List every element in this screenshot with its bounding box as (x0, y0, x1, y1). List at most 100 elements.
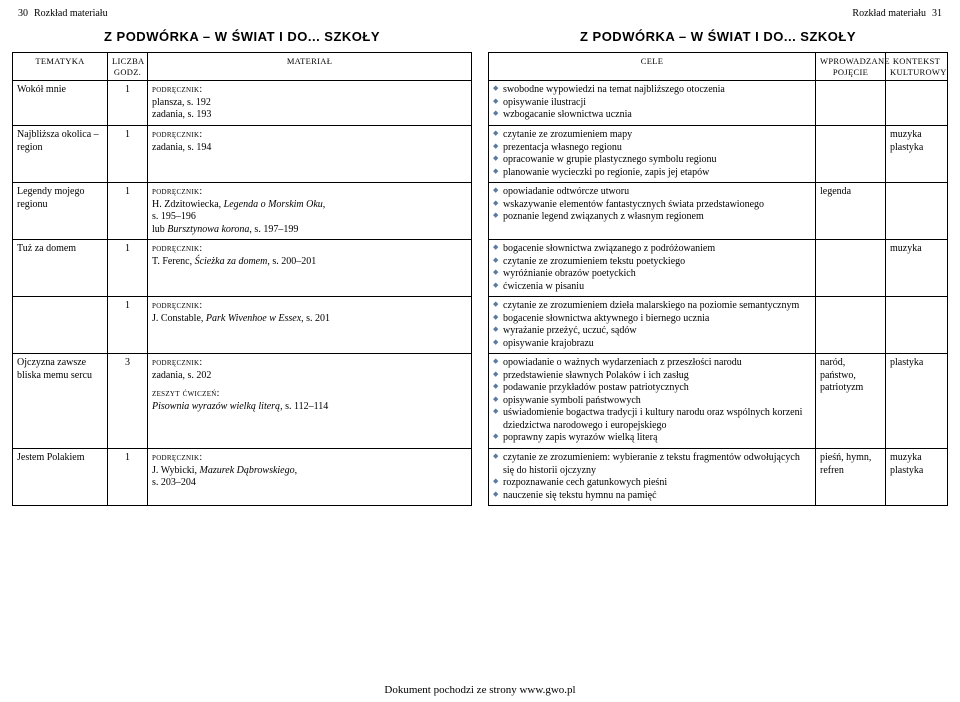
cele-item: poznanie legend związanych z własnym reg… (493, 211, 811, 224)
cele-cell: bogacenie słownictwa związanego z podróż… (489, 240, 816, 297)
pojecie-cell (816, 81, 886, 126)
podrecznik-label: podręcznik: (152, 129, 467, 142)
tematyka-cell: Najbliższa okolica – region (13, 126, 108, 183)
material-line: T. Ferenc, Ścieżka za domem, s. 200–201 (152, 256, 467, 269)
section-title-right: Z PODWÓRKA – W ŚWIAT I DO... SZKOŁY (488, 29, 948, 44)
section-title-left: Z PODWÓRKA – W ŚWIAT I DO... SZKOŁY (12, 29, 472, 44)
godz-cell: 1 (108, 183, 148, 240)
th-kontekst-bottom: KULTUROWY (890, 67, 947, 77)
right-table: CELE WPROWADZANE POJĘCIE KONTEKST KULTUR… (488, 52, 948, 506)
th-godz: LICZBA GODZ. (108, 53, 148, 81)
cele-item: prezentacja własnego regionu (493, 142, 811, 155)
cele-item: poprawny zapis wyrazów wielką literą (493, 432, 811, 445)
cele-item: opisywanie ilustracji (493, 97, 811, 110)
italic-title: Park Wivenhoe w Essex (206, 313, 301, 324)
cele-item: czytanie ze zrozumieniem: wybieranie z t… (493, 452, 811, 477)
page-number-right: 31 (932, 8, 942, 19)
th-pojecie-top: WPROWADZANE (820, 56, 890, 66)
cele-cell: czytanie ze zrozumieniem dzieła malarski… (489, 297, 816, 354)
godz-cell: 1 (108, 297, 148, 354)
th-material: MATERIAŁ (148, 53, 472, 81)
podrecznik-label: podręcznik: (152, 186, 467, 199)
table-row: czytanie ze zrozumieniem: wybieranie z t… (489, 449, 948, 506)
table-row: czytanie ze zrozumieniem mapyprezentacja… (489, 126, 948, 183)
kontekst-cell: muzyka (886, 240, 948, 297)
material-cell: podręcznik:H. Zdzitowiecka, Legenda o Mo… (148, 183, 472, 240)
table-row: opowiadanie odtwórcze utworuwskazywanie … (489, 183, 948, 240)
podrecznik-label: podręcznik: (152, 357, 467, 370)
cele-item: opowiadanie odtwórcze utworu (493, 186, 811, 199)
cele-item: opisywanie symboli państwowych (493, 395, 811, 408)
material-line: H. Zdzitowiecka, Legenda o Morskim Oku, (152, 199, 467, 212)
kontekst-cell: muzykaplastyka (886, 449, 948, 506)
material-line: plansza, s. 192 (152, 97, 467, 110)
cele-item: wskazywanie elementów fantastycznych świ… (493, 199, 811, 212)
godz-cell: 1 (108, 81, 148, 126)
running-label-right: Rozkład materiału (852, 8, 926, 19)
th-kontekst: KONTEKST KULTUROWY (886, 53, 948, 81)
tematyka-cell (13, 297, 108, 354)
cele-cell: opowiadanie o ważnych wydarzeniach z prz… (489, 354, 816, 449)
table-row: Jestem Polakiem1podręcznik:J. Wybicki, M… (13, 449, 472, 506)
cele-list: czytanie ze zrozumieniem: wybieranie z t… (493, 452, 811, 502)
th-pojecie: WPROWADZANE POJĘCIE (816, 53, 886, 81)
material-cell: podręcznik:zadania, s. 194 (148, 126, 472, 183)
cele-item: planowanie wycieczki po regionie, zapis … (493, 167, 811, 180)
podrecznik-label: podręcznik: (152, 452, 467, 465)
kontekst-cell: plastyka (886, 354, 948, 449)
material-cell: podręcznik:plansza, s. 192zadania, s. 19… (148, 81, 472, 126)
cele-item: opowiadanie o ważnych wydarzeniach z prz… (493, 357, 811, 370)
th-pojecie-bottom: POJĘCIE (833, 67, 868, 77)
cele-list: czytanie ze zrozumieniem mapyprezentacja… (493, 129, 811, 179)
pojecie-cell: legenda (816, 183, 886, 240)
running-header-left: 30 Rozkład materiału (12, 8, 472, 19)
material-line: Pisownia wyrazów wielką literą, s. 112–1… (152, 401, 467, 414)
cele-list: bogacenie słownictwa związanego z podróż… (493, 243, 811, 293)
italic-title: Pisownia wyrazów wielką literą (152, 401, 280, 412)
cele-cell: swobodne wypowiedzi na temat najbliższeg… (489, 81, 816, 126)
table-row: swobodne wypowiedzi na temat najbliższeg… (489, 81, 948, 126)
cele-item: ćwiczenia w pisaniu (493, 281, 811, 294)
tematyka-cell: Wokół mnie (13, 81, 108, 126)
tematyka-cell: Tuż za domem (13, 240, 108, 297)
pojecie-cell: pieśń, hymn,refren (816, 449, 886, 506)
table-row: 1podręcznik:J. Constable, Park Wivenhoe … (13, 297, 472, 354)
table-row: bogacenie słownictwa związanego z podróż… (489, 240, 948, 297)
tematyka-cell: Legendy mojego regionu (13, 183, 108, 240)
table-row: Najbliższa okolica – region1podręcznik:z… (13, 126, 472, 183)
th-godz-top: LICZBA (112, 56, 145, 66)
material-cell: podręcznik:zadania, s. 202zeszyt ćwiczeń… (148, 354, 472, 449)
cele-list: opowiadanie odtwórcze utworuwskazywanie … (493, 186, 811, 224)
table-row: Legendy mojego regionu1podręcznik:H. Zdz… (13, 183, 472, 240)
cele-item: przedstawienie sławnych Polaków i ich za… (493, 370, 811, 383)
italic-title: Legenda o Morskim Oku (224, 199, 323, 210)
page-spread: 30 Rozkład materiału Z PODWÓRKA – W ŚWIA… (0, 0, 960, 676)
table-row: Ojczyzna zawsze bliska memu sercu3podręc… (13, 354, 472, 449)
material-line: lub Bursztynowa korona, s. 197–199 (152, 224, 467, 237)
running-header-right: Rozkład materiału 31 (488, 8, 948, 19)
cele-item: wyrażanie przeżyć, uczuć, sądów (493, 325, 811, 338)
cele-item: czytanie ze zrozumieniem tekstu poetycki… (493, 256, 811, 269)
pojecie-cell (816, 126, 886, 183)
pojecie-cell (816, 297, 886, 354)
cele-item: bogacenie słownictwa związanego z podróż… (493, 243, 811, 256)
godz-cell: 1 (108, 240, 148, 297)
material-line: zadania, s. 194 (152, 142, 467, 155)
italic-title: Ścieżka za domem (195, 256, 268, 267)
page-number-left: 30 (18, 8, 28, 19)
right-page: Rozkład materiału 31 Z PODWÓRKA – W ŚWIA… (488, 8, 948, 676)
left-table: TEMATYKA LICZBA GODZ. MATERIAŁ Wokół mni… (12, 52, 472, 506)
cele-cell: czytanie ze zrozumieniem mapyprezentacja… (489, 126, 816, 183)
th-tematyka: TEMATYKA (13, 53, 108, 81)
material-cell: podręcznik:T. Ferenc, Ścieżka za domem, … (148, 240, 472, 297)
cele-item: rozpoznawanie cech gatunkowych pieśni (493, 477, 811, 490)
zeszyt-label: zeszyt ćwiczeń: (152, 388, 467, 401)
cele-item: nauczenie się tekstu hymnu na pamięć (493, 490, 811, 503)
cele-list: swobodne wypowiedzi na temat najbliższeg… (493, 84, 811, 122)
cele-item: swobodne wypowiedzi na temat najbliższeg… (493, 84, 811, 97)
cele-cell: opowiadanie odtwórcze utworuwskazywanie … (489, 183, 816, 240)
table-row: opowiadanie o ważnych wydarzeniach z prz… (489, 354, 948, 449)
cele-item: wzbogacanie słownictwa ucznia (493, 109, 811, 122)
material-line: s. 195–196 (152, 211, 467, 224)
cele-item: opracowanie w grupie plastycznego symbol… (493, 154, 811, 167)
